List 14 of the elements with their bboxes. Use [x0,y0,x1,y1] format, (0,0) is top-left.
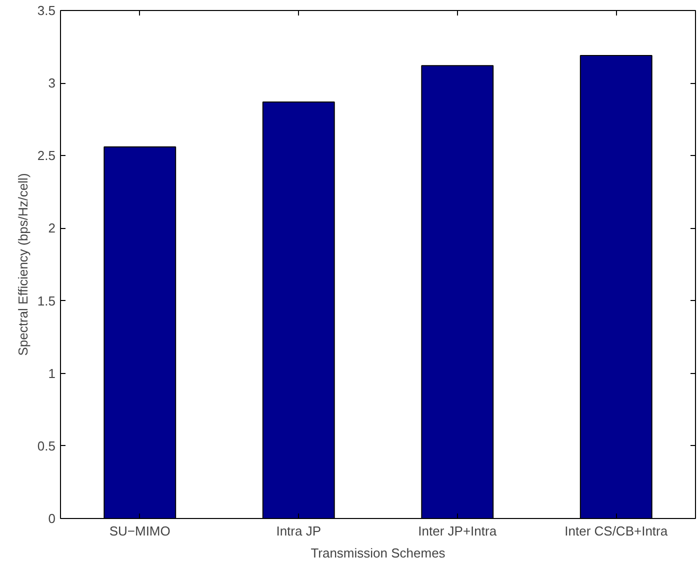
y-tick-label: 3.5 [37,3,56,18]
x-axis-title: Transmission Schemes [310,546,446,560]
y-tick-label: 2 [48,220,56,236]
y-tick-label: 2.5 [37,148,56,164]
x-tick-label: Inter JP+Intra [418,524,498,538]
x-tick-label: SU−MIMO [109,524,170,538]
y-tick-label: 1.5 [37,293,56,308]
x-tick-label: Inter CS/CB+Intra [564,524,668,538]
y-axis-title: Spectral Efficiency (bps/Hz/cell) [15,173,30,356]
y-tick-label: 1 [48,366,56,381]
y-tick-label: 3 [48,76,56,91]
x-tick-label: Intra JP [276,524,322,538]
y-tick-label: 0.5 [37,438,56,454]
y-tick-label: 0 [48,511,56,526]
